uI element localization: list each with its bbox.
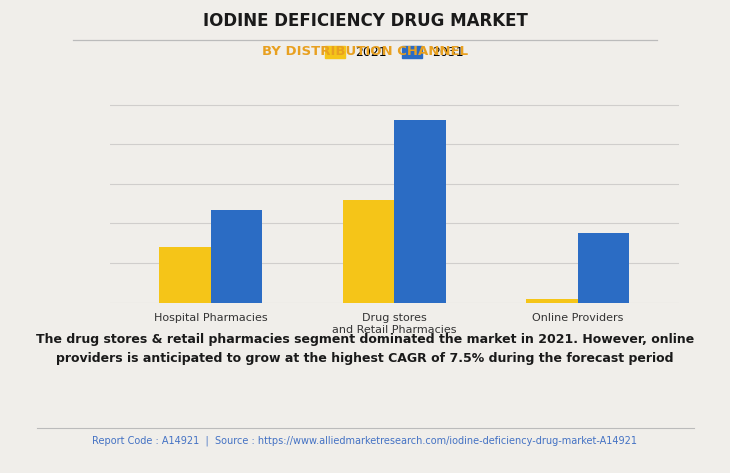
Bar <box>159 247 210 303</box>
Bar <box>394 120 445 303</box>
Bar <box>526 299 578 303</box>
Bar <box>210 210 262 303</box>
Bar <box>343 200 394 303</box>
Text: IODINE DEFICIENCY DRUG MARKET: IODINE DEFICIENCY DRUG MARKET <box>202 12 528 30</box>
Text: BY DISTRIBUTION CHANNEL: BY DISTRIBUTION CHANNEL <box>262 45 468 58</box>
Text: The drug stores & retail pharmacies segment dominated the market in 2021. Howeve: The drug stores & retail pharmacies segm… <box>36 333 694 366</box>
Text: Report Code : A14921  |  Source : https://www.alliedmarketresearch.com/iodine-de: Report Code : A14921 | Source : https://… <box>93 435 637 446</box>
Bar <box>578 233 629 303</box>
Legend: 2021, 2031: 2021, 2031 <box>321 43 467 63</box>
